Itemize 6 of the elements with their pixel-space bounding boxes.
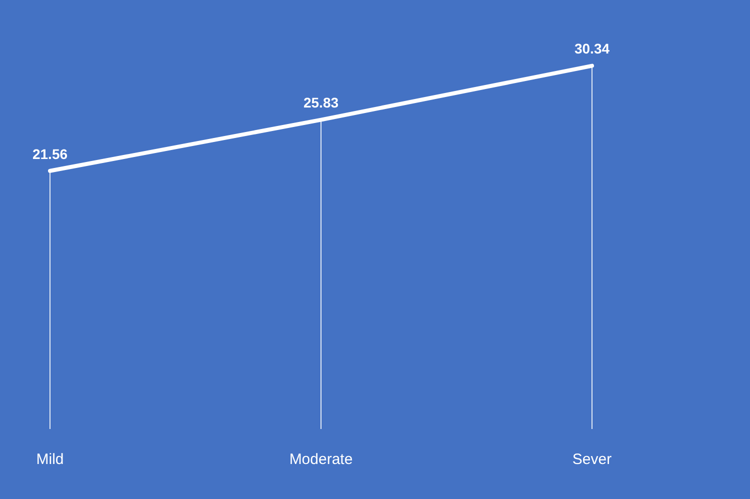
data-label: 21.56 (32, 146, 68, 162)
x-tick-label: Sever (572, 451, 612, 468)
data-label: 25.83 (303, 94, 339, 111)
x-tick-label: Moderate (289, 451, 353, 468)
data-label: 30.34 (574, 40, 610, 57)
x-tick-label: Mild (36, 451, 64, 468)
